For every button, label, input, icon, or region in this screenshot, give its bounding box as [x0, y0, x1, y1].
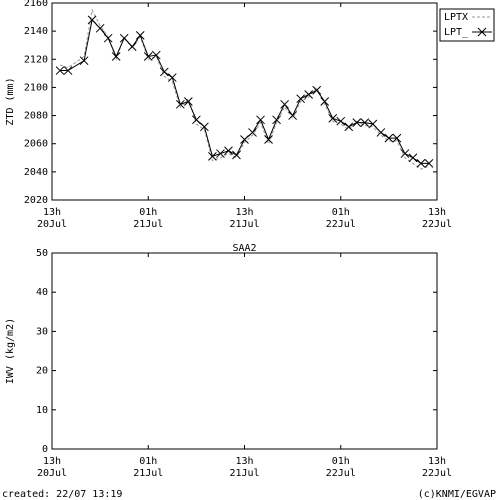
data-marker: [400, 149, 410, 158]
data-marker: [224, 146, 233, 156]
data-marker: [256, 115, 265, 125]
x-tick-label: 13h: [43, 207, 61, 218]
legend-marker: [477, 27, 487, 37]
x-tick-label: 13h: [428, 456, 446, 467]
x-tick-date: 22Jul: [326, 219, 356, 230]
data-marker: [232, 150, 241, 160]
data-marker: [95, 23, 105, 33]
x-tick-date: 20Jul: [37, 219, 67, 230]
data-marker: [119, 33, 129, 43]
data-marker: [360, 118, 370, 127]
data-marker: [240, 135, 249, 144]
data-marker: [312, 85, 322, 95]
data-marker: [296, 94, 305, 104]
x-tick-date: 21Jul: [133, 219, 163, 230]
x-tick-label: 13h: [235, 456, 253, 467]
y-tick-label: 20: [36, 366, 48, 377]
y-tick-label: 2160: [24, 0, 48, 9]
legend-label: LPT_: [444, 27, 469, 38]
data-marker: [392, 133, 402, 143]
legend-label: LPTX: [444, 12, 468, 23]
data-marker: [127, 42, 137, 51]
x-tick-label: 13h: [235, 207, 253, 218]
x-tick-date: 21Jul: [229, 219, 259, 230]
data-marker: [272, 115, 281, 125]
y-tick-label: 0: [42, 444, 48, 455]
data-marker: [175, 99, 185, 109]
x-tick-label: 13h: [428, 207, 446, 218]
data-marker: [55, 66, 65, 75]
data-marker: [159, 67, 169, 77]
y-tick-label: 40: [36, 287, 48, 298]
y-tick-label: 10: [36, 405, 48, 416]
y-axis-label: IWV (kg/m2): [5, 318, 16, 384]
x-tick-label: 13h: [43, 456, 61, 467]
data-marker: [280, 99, 289, 109]
data-marker: [352, 118, 362, 127]
y-tick-label: 2100: [24, 82, 48, 93]
data-marker: [87, 15, 97, 25]
y-tick-label: 2120: [24, 54, 48, 65]
chart-title: SAA2: [232, 243, 256, 254]
data-marker: [304, 90, 314, 99]
data-marker: [264, 135, 273, 144]
x-tick-date: 22Jul: [326, 468, 356, 479]
data-marker: [135, 31, 145, 40]
data-marker: [151, 50, 161, 60]
y-tick-label: 2040: [24, 167, 48, 178]
x-tick-date: 22Jul: [422, 219, 452, 230]
data-marker: [184, 97, 193, 106]
data-marker: [408, 153, 418, 163]
x-tick-label: 01h: [332, 207, 350, 218]
y-tick-label: 2020: [24, 195, 48, 206]
y-axis-label: ZTD (mm): [5, 77, 16, 125]
data-marker: [328, 114, 338, 123]
x-tick-label: 01h: [139, 456, 157, 467]
y-tick-label: 2060: [24, 139, 48, 150]
footer-copyright: (c)KNMI/EGVAP: [418, 489, 496, 500]
x-tick-label: 01h: [332, 456, 350, 467]
data-marker: [79, 56, 89, 66]
data-marker: [63, 66, 73, 75]
data-marker: [200, 122, 209, 132]
data-marker: [288, 111, 297, 120]
y-tick-label: 2140: [24, 26, 48, 37]
data-marker: [216, 149, 225, 158]
data-marker: [424, 159, 434, 168]
data-marker: [111, 52, 121, 61]
data-marker: [320, 97, 330, 106]
y-tick-label: 30: [36, 326, 48, 337]
x-tick-date: 22Jul: [422, 468, 452, 479]
data-marker: [368, 119, 378, 129]
y-tick-label: 50: [36, 248, 48, 259]
data-marker: [376, 128, 386, 137]
data-marker: [248, 128, 257, 137]
data-marker: [416, 159, 426, 168]
x-tick-date: 21Jul: [229, 468, 259, 479]
data-marker: [336, 116, 346, 126]
data-marker: [167, 73, 177, 82]
x-tick-label: 01h: [139, 207, 157, 218]
legend-box: [439, 8, 495, 42]
data-marker: [143, 52, 153, 61]
data-marker: [103, 33, 113, 43]
data-marker: [384, 133, 394, 143]
data-marker: [192, 115, 201, 125]
data-marker: [344, 122, 354, 132]
data-marker: [208, 152, 217, 161]
x-tick-date: 21Jul: [133, 468, 163, 479]
footer-created: created: 22/07 13:19: [2, 489, 122, 500]
x-tick-date: 20Jul: [37, 468, 67, 479]
y-tick-label: 2080: [24, 111, 48, 122]
